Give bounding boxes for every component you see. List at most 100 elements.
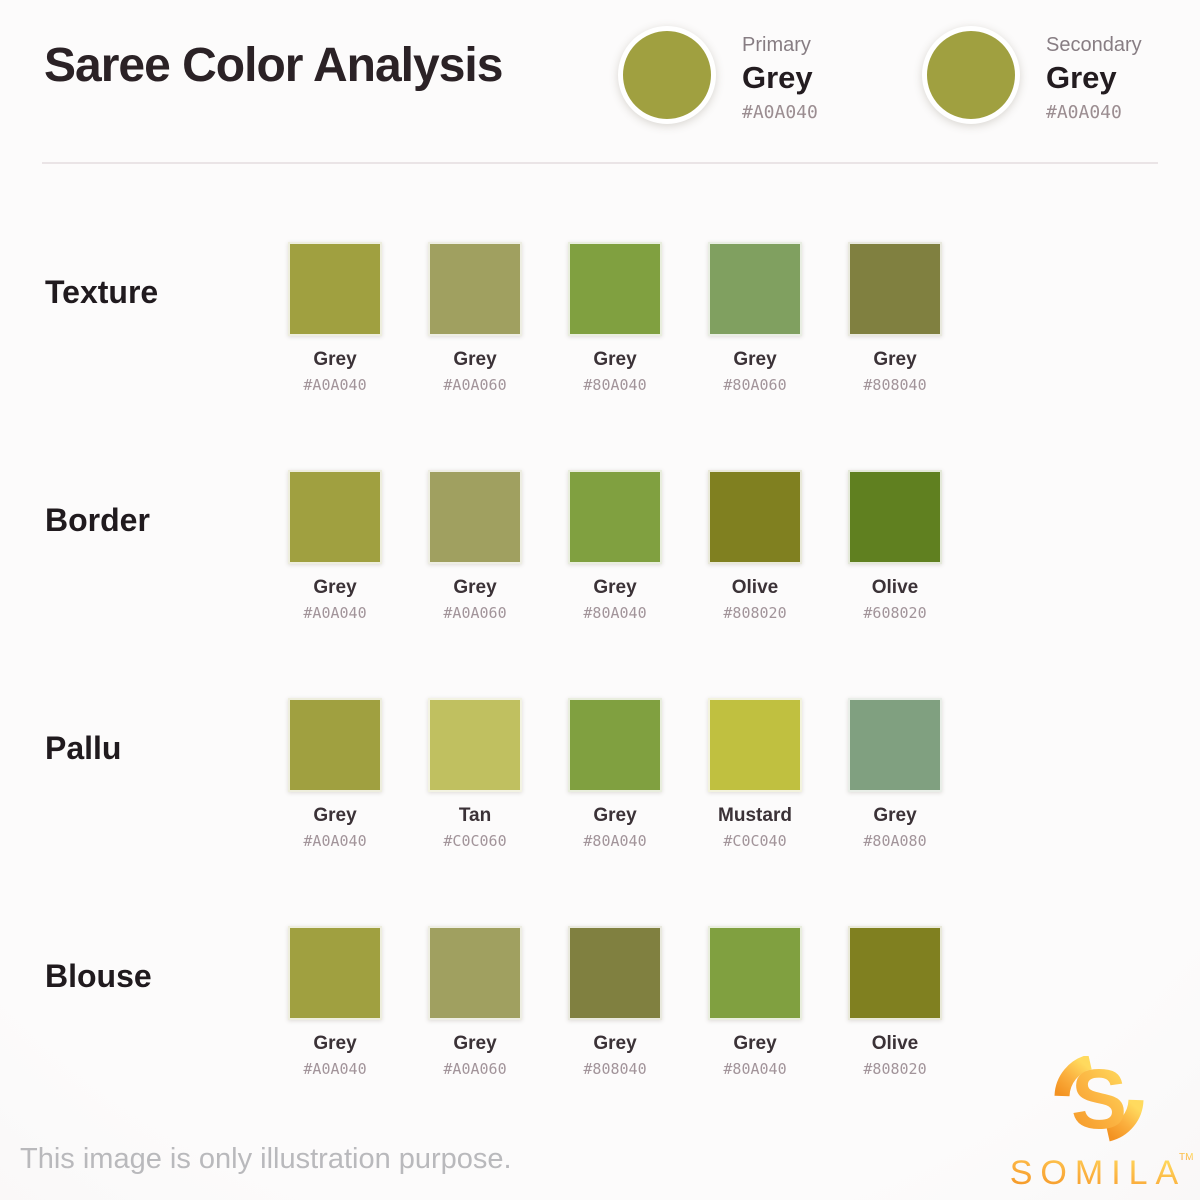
row-label: Texture: [45, 274, 159, 310]
swatch-color-hex: #A0A040: [303, 604, 367, 622]
somila-logo-svg: S SOMILA TM: [1010, 1052, 1194, 1192]
primary-label: Primary: [742, 34, 811, 56]
swatch-color-name: Olive: [731, 577, 779, 598]
swatch-color-name: Grey: [453, 349, 497, 370]
brand-wordmark: SOMILA: [1010, 1154, 1186, 1192]
secondary-label: Secondary: [1046, 34, 1142, 56]
swatch-color-box: [428, 926, 522, 1020]
swatch-color-box: [428, 470, 522, 564]
color-swatch: Grey #80A040: [708, 926, 802, 1078]
swatch-color-hex: #80A040: [723, 1060, 787, 1078]
primary-color-chip: Primary Grey #A0A040: [618, 26, 818, 124]
swatch-color-hex: #808020: [723, 604, 787, 622]
swatch-color-name: Grey: [873, 805, 917, 826]
swatch-color-hex: #C0C060: [443, 832, 507, 850]
swatch-color-name: Olive: [871, 577, 919, 598]
swatch-color-box: [568, 242, 662, 336]
swatch-color-name: Grey: [593, 805, 637, 826]
swatch-color-hex: #A0A040: [303, 832, 367, 850]
swatch-group: Grey #A0A040 Grey #A0A060 Grey #80A040 O…: [288, 470, 942, 622]
swatch-color-name: Grey: [453, 577, 497, 598]
color-row-pallu: Pallu Grey #A0A040 Tan #C0C060 Grey #80A…: [0, 698, 1200, 898]
swatch-color-name: Mustard: [718, 805, 792, 826]
swatch-color-hex: #C0C040: [723, 832, 787, 850]
color-swatch: Grey #A0A060: [428, 470, 522, 622]
color-row-texture: Texture Grey #A0A040 Grey #A0A060 Grey #…: [0, 242, 1200, 442]
swatch-color-box: [568, 470, 662, 564]
swatch-color-box: [848, 698, 942, 792]
swatch-color-box: [288, 242, 382, 336]
swatch-color-hex: #808040: [863, 376, 927, 394]
color-swatch: Grey #A0A040: [288, 242, 382, 394]
swatch-color-hex: #A0A060: [443, 604, 507, 622]
page-title: Saree Color Analysis: [44, 39, 503, 92]
swatch-color-name: Grey: [313, 1033, 357, 1054]
color-swatch: Grey #80A040: [568, 470, 662, 622]
color-swatch: Tan #C0C060: [428, 698, 522, 850]
color-row-border: Border Grey #A0A040 Grey #A0A060 Grey #8…: [0, 470, 1200, 670]
color-swatch: Olive #608020: [848, 470, 942, 622]
secondary-color-chip: Secondary Grey #A0A040: [922, 26, 1142, 124]
swatch-color-hex: #A0A060: [443, 376, 507, 394]
swatch-group: Grey #A0A040 Grey #A0A060 Grey #80A040 G…: [288, 242, 942, 394]
swatch-color-hex: #80A040: [583, 376, 647, 394]
swatch-color-name: Grey: [313, 805, 357, 826]
swatch-color-hex: #608020: [863, 604, 927, 622]
swatch-color-box: [708, 926, 802, 1020]
swatch-color-box: [288, 698, 382, 792]
swatch-color-hex: #A0A040: [303, 376, 367, 394]
color-swatch: Grey #A0A060: [428, 242, 522, 394]
swatch-color-hex: #A0A040: [303, 1060, 367, 1078]
swatch-color-hex: #80A040: [583, 832, 647, 850]
swatch-color-hex: #80A040: [583, 604, 647, 622]
color-row-blouse: Blouse Grey #A0A040 Grey #A0A060 Grey #8…: [0, 926, 1200, 1126]
swatch-color-box: [708, 242, 802, 336]
color-swatch: Grey #A0A040: [288, 926, 382, 1078]
swatch-color-name: Grey: [733, 1033, 777, 1054]
swatch-color-name: Olive: [871, 1033, 919, 1054]
color-swatch: Grey #A0A040: [288, 698, 382, 850]
swatch-color-name: Grey: [453, 1033, 497, 1054]
swatch-color-name: Grey: [313, 349, 357, 370]
swatch-color-name: Grey: [593, 349, 637, 370]
color-swatch: Grey #80A040: [568, 242, 662, 394]
swatch-color-box: [568, 698, 662, 792]
svg-text:S: S: [1071, 1056, 1127, 1146]
somila-s-icon: S: [1054, 1052, 1144, 1146]
swatch-color-box: [848, 470, 942, 564]
primary-color-name: Grey: [742, 60, 813, 95]
row-label: Blouse: [45, 958, 152, 994]
swatch-color-name: Grey: [733, 349, 777, 370]
swatch-color-hex: #808040: [583, 1060, 647, 1078]
swatch-color-hex: #80A080: [863, 832, 927, 850]
somila-logo: S SOMILA TM: [1002, 1052, 1198, 1198]
disclaimer-text: This image is only illustration purpose.: [20, 1143, 512, 1175]
secondary-color-hex: #A0A040: [1046, 102, 1122, 123]
swatch-color-box: [848, 926, 942, 1020]
swatch-color-name: Grey: [873, 349, 917, 370]
swatch-color-box: [708, 470, 802, 564]
color-swatch: Olive #808020: [848, 926, 942, 1078]
swatch-color-name: Grey: [313, 577, 357, 598]
swatch-color-hex: #80A060: [723, 376, 787, 394]
swatch-color-box: [288, 926, 382, 1020]
primary-color-circle: [618, 26, 716, 124]
swatch-group: Grey #A0A040 Grey #A0A060 Grey #808040 G…: [288, 926, 942, 1078]
swatch-group: Grey #A0A040 Tan #C0C060 Grey #80A040 Mu…: [288, 698, 942, 850]
color-swatch: Grey #808040: [568, 926, 662, 1078]
swatch-color-name: Grey: [593, 577, 637, 598]
secondary-color-name: Grey: [1046, 60, 1117, 95]
color-swatch: Grey #A0A040: [288, 470, 382, 622]
row-label: Pallu: [45, 730, 122, 766]
brand-trademark: TM: [1179, 1152, 1193, 1163]
swatch-color-name: Grey: [593, 1033, 637, 1054]
color-swatch: Mustard #C0C040: [708, 698, 802, 850]
swatch-color-hex: #A0A060: [443, 1060, 507, 1078]
swatch-color-hex: #808020: [863, 1060, 927, 1078]
swatch-color-box: [848, 242, 942, 336]
row-label: Border: [45, 502, 150, 538]
header-divider: [42, 162, 1158, 164]
swatch-color-name: Tan: [458, 805, 492, 826]
color-swatch: Grey #80A060: [708, 242, 802, 394]
